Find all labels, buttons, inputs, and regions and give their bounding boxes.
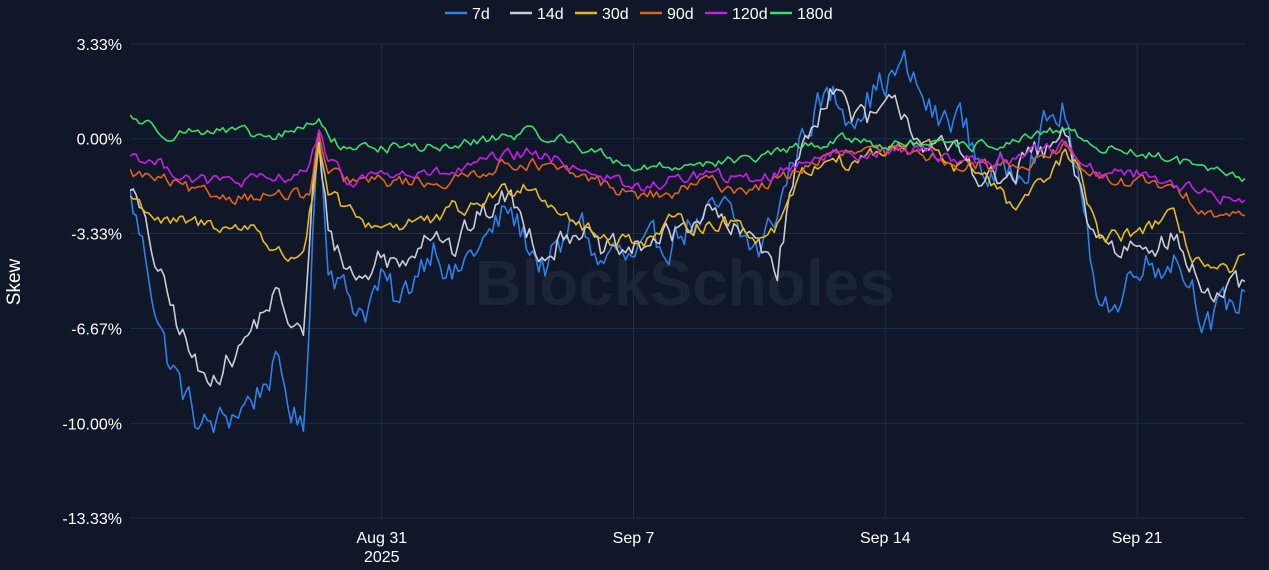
legend-label: 7d bbox=[472, 6, 490, 23]
axis-layer: Skew 3.33% 0.00% -3.33% -6.67% -10.00% -13.33… bbox=[4, 37, 1163, 566]
y-tick-label: -3.33% bbox=[71, 226, 122, 243]
series-line-14d bbox=[130, 88, 1245, 387]
legend-label: 14d bbox=[537, 6, 564, 23]
legend-label: 180d bbox=[797, 6, 833, 23]
legend-label: 30d bbox=[602, 6, 629, 23]
series-line-120d bbox=[130, 129, 1245, 205]
legend-item-7d: 7d bbox=[445, 6, 490, 23]
x-tick-label: Sep 21 bbox=[1112, 530, 1163, 547]
legend-label: 90d bbox=[667, 6, 694, 23]
y-tick-label: -6.67% bbox=[71, 322, 122, 339]
series-line-90d bbox=[130, 131, 1245, 218]
y-axis-label: Skew bbox=[4, 258, 25, 305]
y-tick-label: 0.00% bbox=[77, 132, 122, 149]
series-line-7d bbox=[130, 49, 1245, 434]
y-tick-label: 3.33% bbox=[77, 37, 122, 54]
x-tick-label: Sep 14 bbox=[860, 530, 911, 547]
legend-item-30d: 30d bbox=[575, 6, 629, 23]
legend: 7d 14d 30d 90d 120d 180d bbox=[445, 6, 833, 23]
legend-label: 120d bbox=[732, 6, 768, 23]
legend-item-120d: 120d bbox=[705, 6, 768, 23]
series-line-30d bbox=[130, 138, 1245, 274]
x-tick-sublabel: 2025 bbox=[364, 549, 400, 565]
legend-item-90d: 90d bbox=[640, 6, 694, 23]
x-tick-label: Sep 7 bbox=[613, 530, 655, 547]
legend-item-180d: 180d bbox=[770, 6, 833, 23]
grid-layer bbox=[130, 43, 1245, 519]
watermark-layer: BlockScholes bbox=[475, 247, 895, 319]
watermark: BlockScholes bbox=[475, 247, 895, 319]
series-layer bbox=[130, 49, 1245, 434]
series-line-180d bbox=[130, 114, 1245, 183]
y-tick-label: -13.33% bbox=[62, 511, 122, 528]
y-tick-label: -10.00% bbox=[62, 416, 122, 433]
x-tick-label: Aug 31 bbox=[356, 530, 407, 547]
legend-item-14d: 14d bbox=[510, 6, 564, 23]
